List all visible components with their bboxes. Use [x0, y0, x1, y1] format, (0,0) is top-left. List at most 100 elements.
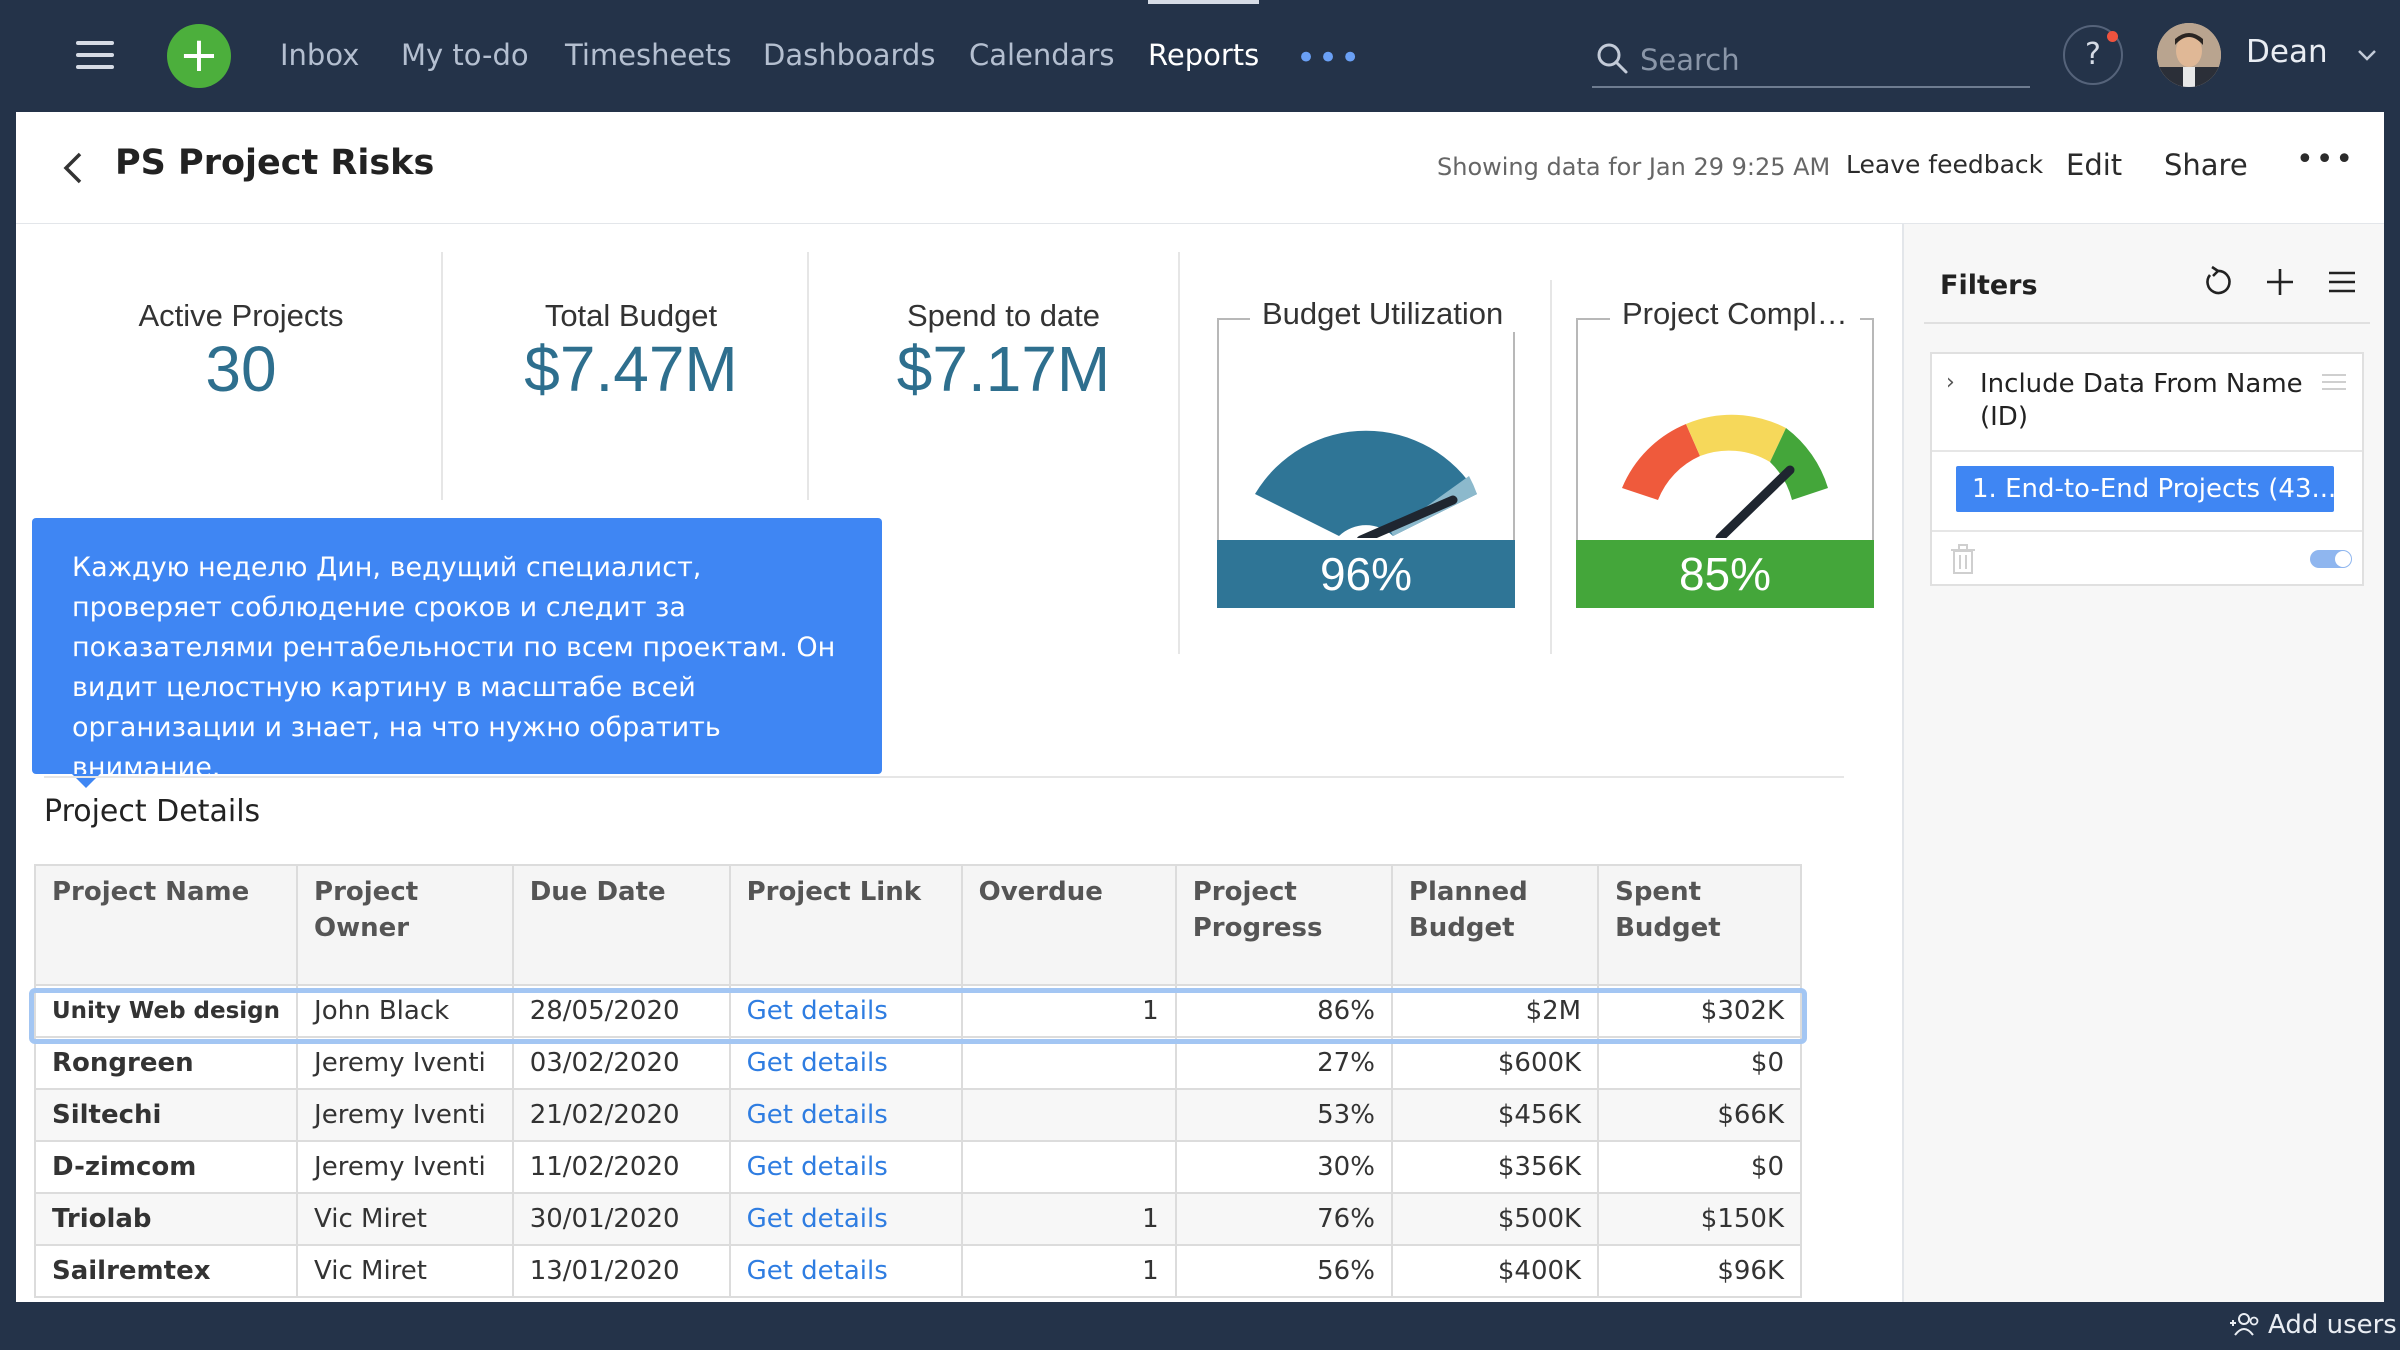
filter-label: Include Data From Name (ID) — [1980, 369, 2303, 432]
column-header-overdue[interactable]: Overdue — [960, 864, 1177, 986]
kpi-spend-to-date: Spend to date $7.17M — [871, 298, 1136, 404]
kpi-label: Spend to date — [906, 298, 1101, 333]
help-button[interactable]: ? — [2063, 25, 2123, 85]
user-name[interactable]: Dean — [2246, 34, 2328, 70]
get-details-link[interactable]: Get details — [728, 984, 963, 1038]
search-input[interactable] — [1640, 38, 2020, 82]
table-row[interactable]: Rongreen Jeremy Iventi 03/02/2020 Get de… — [33, 1036, 1802, 1090]
gauge-value: 85% — [1576, 540, 1874, 608]
more-options-icon[interactable]: ••• — [2296, 142, 2356, 177]
table-row[interactable]: Sailremtex Vic Miret 13/01/2020 Get deta… — [33, 1244, 1802, 1298]
cell-owner: Jeremy Iventi — [296, 1036, 514, 1090]
cell-spent-budget: $66K — [1597, 1088, 1802, 1142]
get-details-link[interactable]: Get details — [728, 1140, 963, 1194]
filter-card: › Include Data From Name (ID) 1. End-to-… — [1930, 352, 2364, 586]
table-row[interactable]: Unity Web design John Black 28/05/2020 G… — [33, 984, 1802, 1038]
project-details-table: Project Name Project Owner Due Date Proj… — [33, 864, 1802, 1298]
add-users-button[interactable]: Add users — [2228, 1310, 2397, 1340]
nav-more-icon[interactable]: ••• — [1296, 38, 1363, 78]
cell-owner: Jeremy Iventi — [296, 1088, 514, 1142]
cell-due-date: 21/02/2020 — [511, 1088, 731, 1142]
cell-overdue: 1 — [960, 984, 1177, 1038]
nav-reports[interactable]: Reports — [1148, 0, 1260, 110]
add-filter-icon[interactable] — [2262, 264, 2298, 300]
list-menu-icon[interactable] — [2324, 264, 2360, 300]
gauge-title: Budget Utilization — [1250, 296, 1516, 332]
top-navigation: + Inbox My to-do Timesheets Dashboards C… — [0, 0, 2400, 110]
divider — [1178, 252, 1180, 654]
table-row[interactable]: Triolab Vic Miret 30/01/2020 Get details… — [33, 1192, 1802, 1246]
avatar-image — [2157, 23, 2221, 87]
data-timestamp: Showing data for Jan 29 9:25 AM — [1437, 153, 1831, 181]
add-button[interactable]: + — [167, 24, 231, 88]
menu-icon[interactable] — [76, 41, 114, 69]
share-button[interactable]: Share — [2164, 148, 2248, 182]
cell-progress: 56% — [1174, 1244, 1393, 1298]
section-divider — [44, 776, 1844, 778]
get-details-link[interactable]: Get details — [728, 1192, 963, 1246]
cell-planned-budget: $356K — [1390, 1140, 1600, 1194]
filter-toggle[interactable] — [2310, 550, 2352, 568]
kpi-active-projects: Active Projects 30 — [126, 298, 356, 404]
cell-project-name: Rongreen — [33, 1036, 299, 1090]
cell-project-name: Sailremtex — [33, 1244, 299, 1298]
cell-progress: 86% — [1174, 984, 1393, 1038]
cell-planned-budget: $400K — [1390, 1244, 1600, 1298]
gauge-project-completion: 85% — [1576, 318, 1874, 608]
get-details-link[interactable]: Get details — [728, 1244, 963, 1298]
search-icon — [1597, 43, 1628, 74]
nav-timesheets[interactable]: Timesheets — [565, 38, 732, 72]
drag-handle-icon[interactable] — [2322, 374, 2346, 392]
reset-icon[interactable] — [2200, 264, 2236, 300]
cell-overdue — [960, 1088, 1177, 1142]
get-details-link[interactable]: Get details — [728, 1088, 963, 1142]
kpi-total-budget: Total Budget $7.47M — [501, 298, 761, 404]
column-header-project-name[interactable]: Project Name — [33, 864, 299, 986]
cell-progress: 76% — [1174, 1192, 1393, 1246]
cell-progress: 30% — [1174, 1140, 1393, 1194]
leave-feedback-link[interactable]: Leave feedback — [1846, 150, 2044, 179]
cell-project-name: Siltechi — [33, 1088, 299, 1142]
kpi-value: 30 — [205, 333, 277, 405]
column-header-planned-budget[interactable]: Planned Budget — [1390, 864, 1600, 986]
cell-project-name: Unity Web design — [33, 984, 299, 1038]
cell-planned-budget: $456K — [1390, 1088, 1600, 1142]
filters-title: Filters — [1940, 270, 2038, 301]
back-arrow-icon[interactable] — [58, 148, 88, 188]
nav-inbox[interactable]: Inbox — [280, 38, 360, 72]
table-row[interactable]: Siltechi Jeremy Iventi 21/02/2020 Get de… — [33, 1088, 1802, 1142]
gauge-needle — [1715, 465, 1795, 538]
gauge-budget-utilization: 96% — [1217, 318, 1515, 608]
column-header-spent-budget[interactable]: Spent Budget — [1597, 864, 1802, 986]
nav-my-to-do[interactable]: My to-do — [401, 38, 529, 72]
nav-calendars[interactable]: Calendars — [969, 38, 1115, 72]
avatar[interactable] — [2157, 23, 2221, 87]
gauge-needle — [1356, 495, 1458, 538]
cell-overdue: 1 — [960, 1192, 1177, 1246]
cell-project-name: D-zimcom — [33, 1140, 299, 1194]
column-header-due-date[interactable]: Due Date — [511, 864, 731, 986]
column-header-project-progress[interactable]: Project Progress — [1174, 864, 1393, 986]
nav-dashboards[interactable]: Dashboards — [763, 38, 936, 72]
chevron-right-icon[interactable]: › — [1946, 370, 1955, 395]
report-header: PS Project Risks Showing data for Jan 29… — [16, 112, 2384, 224]
cell-spent-budget: $96K — [1597, 1244, 1802, 1298]
cell-due-date: 03/02/2020 — [511, 1036, 731, 1090]
filter-value-chip[interactable]: 1. End-to-End Projects (43... — [1956, 466, 2334, 512]
column-header-project-owner[interactable]: Project Owner — [296, 864, 514, 986]
column-header-project-link[interactable]: Project Link — [728, 864, 963, 986]
trash-icon[interactable] — [1948, 542, 1978, 576]
notification-dot — [2107, 31, 2118, 42]
cell-overdue: 1 — [960, 1244, 1177, 1298]
divider — [1932, 530, 2362, 532]
cell-spent-budget: $302K — [1597, 984, 1802, 1038]
divider — [1932, 450, 2362, 452]
table-row[interactable]: D-zimcom Jeremy Iventi 11/02/2020 Get de… — [33, 1140, 1802, 1194]
gauge-dial — [1622, 414, 1828, 538]
cell-due-date: 11/02/2020 — [511, 1140, 731, 1194]
edit-button[interactable]: Edit — [2066, 148, 2123, 182]
chevron-down-icon[interactable] — [2356, 44, 2378, 66]
cell-spent-budget: $0 — [1597, 1140, 1802, 1194]
get-details-link[interactable]: Get details — [728, 1036, 963, 1090]
cell-spent-budget: $150K — [1597, 1192, 1802, 1246]
